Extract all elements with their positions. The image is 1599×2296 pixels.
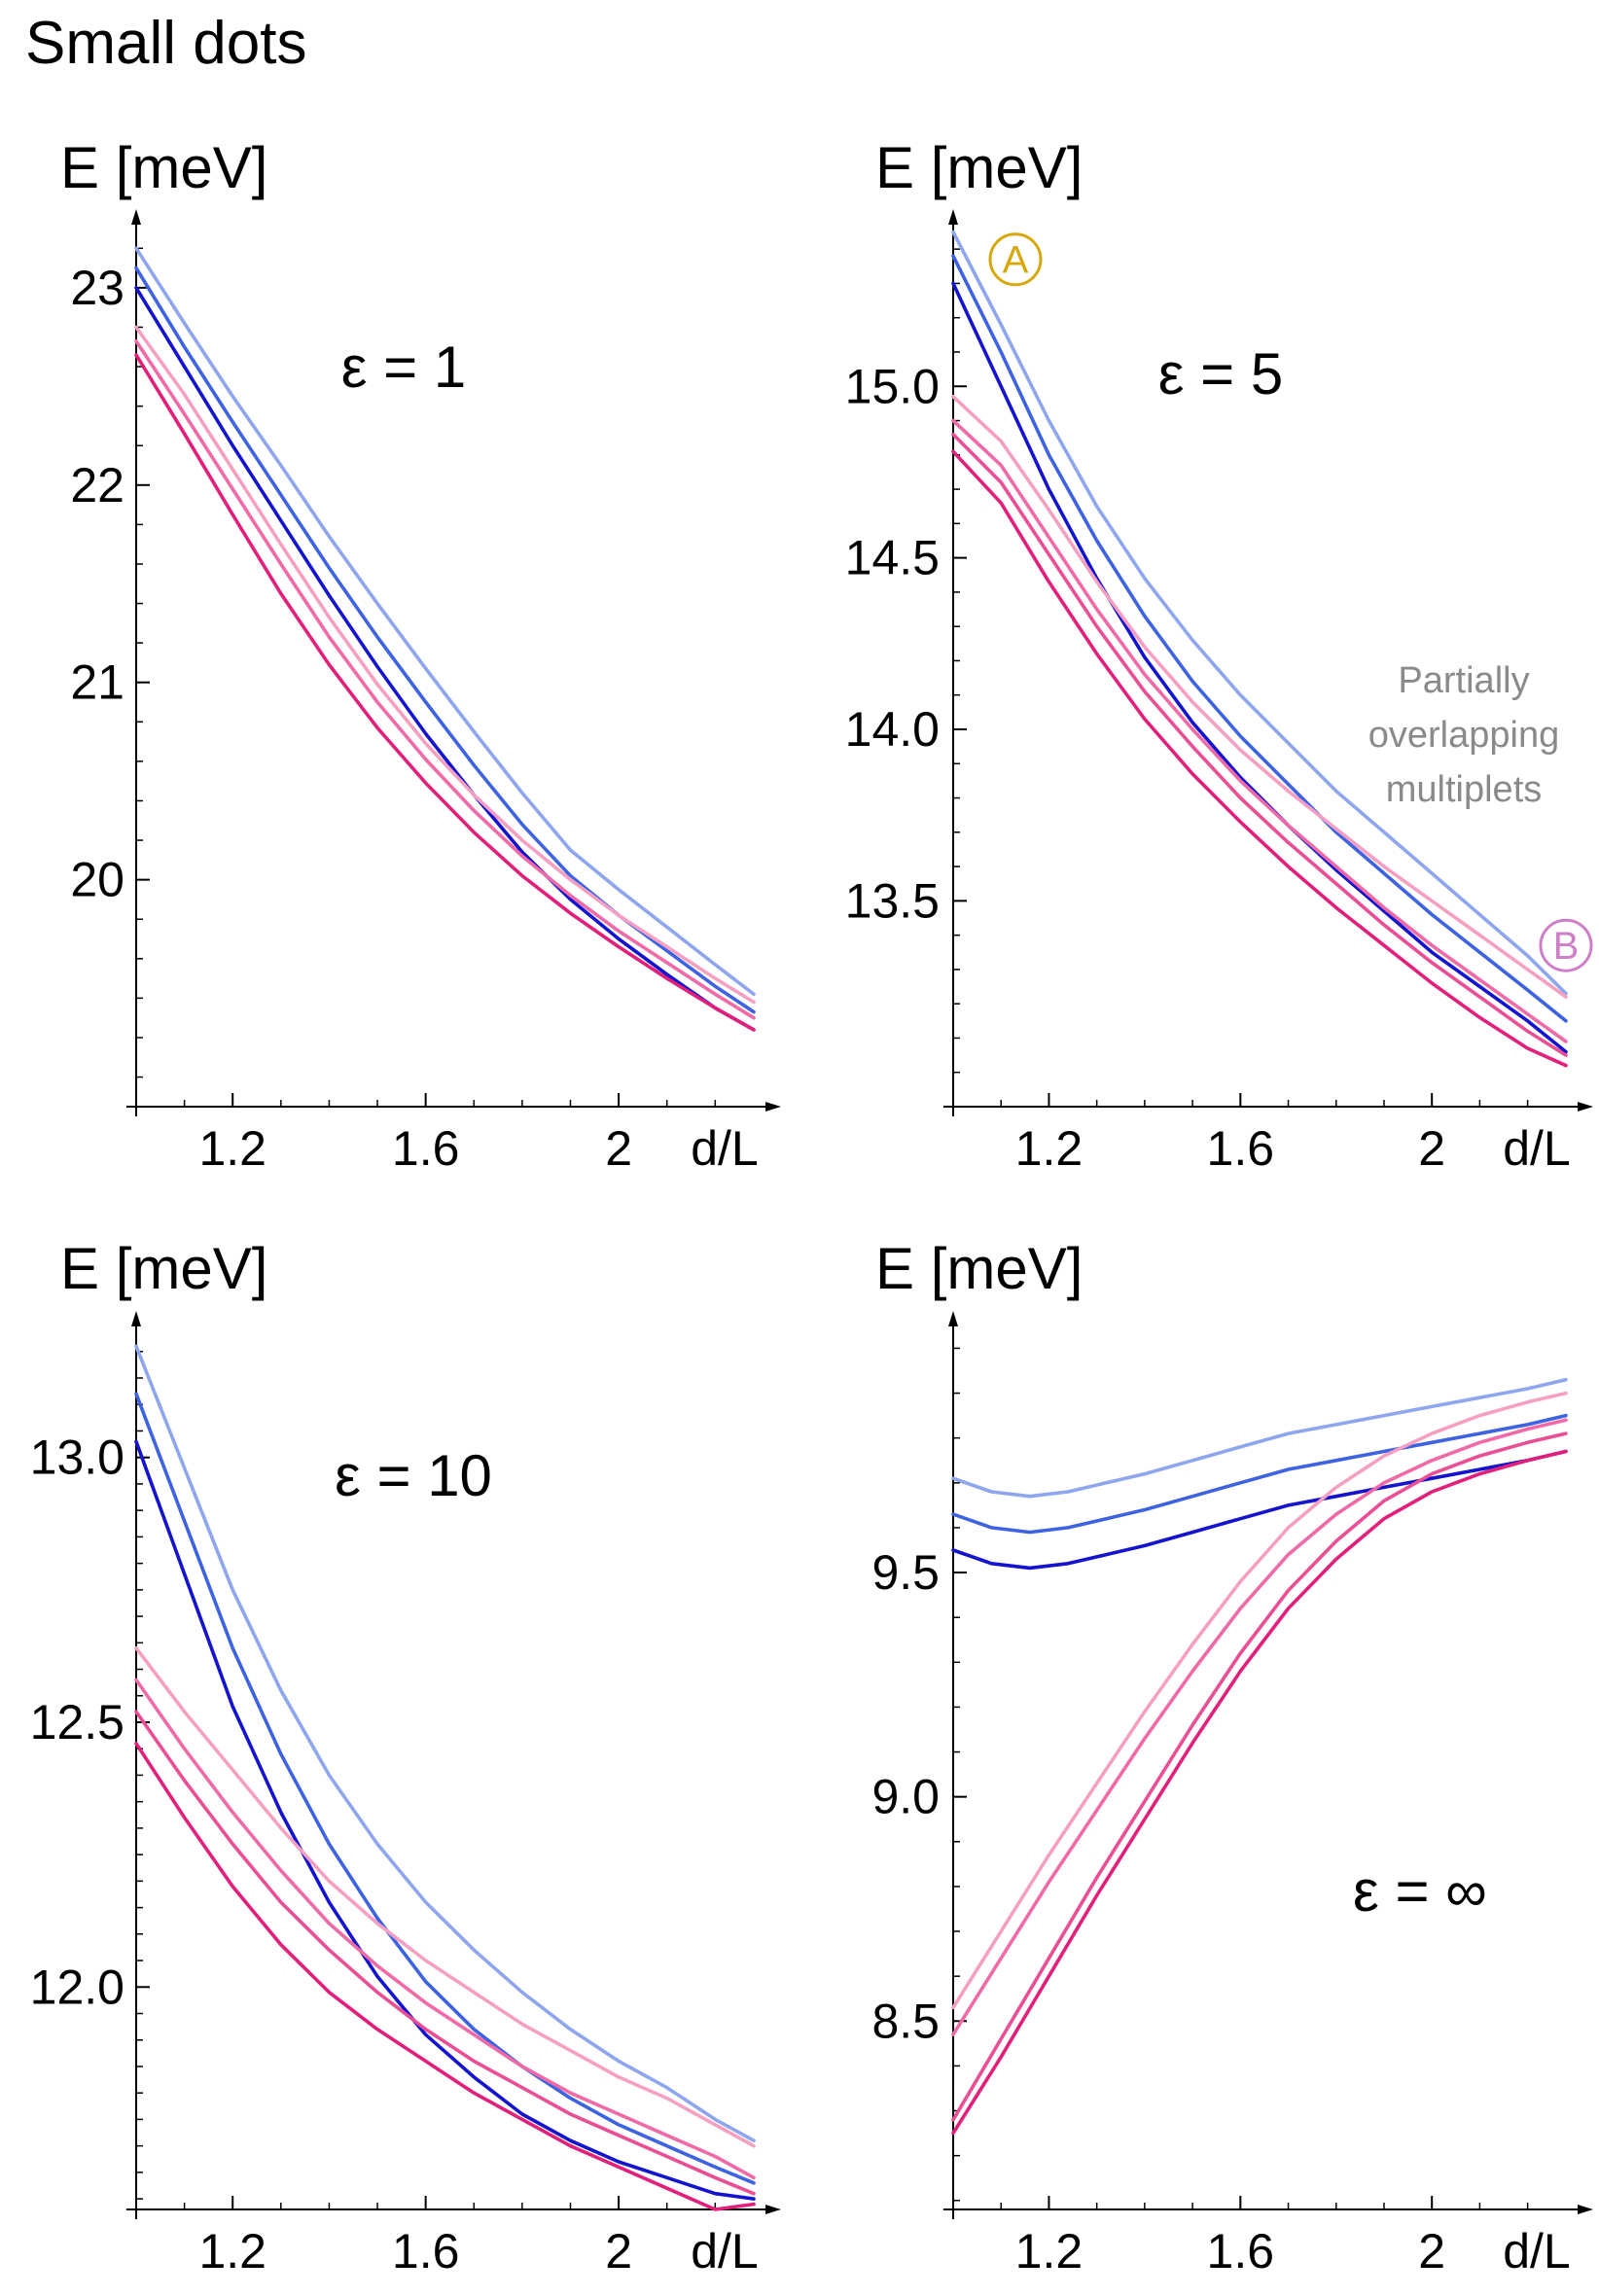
y-axis-arrow [131, 1311, 141, 1326]
series-line-blue-mid [951, 254, 1568, 1023]
figure-title: Small dots [25, 10, 306, 77]
x-tick-label: 2 [605, 2224, 632, 2278]
marker-B-circle [1539, 918, 1593, 972]
panel-epsinf: E [meV] 8.5 9.0 9.5 1.2 1.6 2 d/L ε = ∞ [871, 1236, 1593, 2278]
series-line-blue-mid [134, 1392, 756, 2185]
y-tick-label: 23 [70, 261, 124, 315]
y-axis-arrow [131, 209, 141, 225]
x-tick-label: 1.2 [198, 1121, 266, 1176]
series-line-pink-mid [134, 1678, 756, 2180]
series-line-blue-light [134, 246, 756, 997]
series-line-pink-dark [134, 1742, 756, 2211]
x-axis-label: d/L [1503, 2224, 1571, 2278]
x-axis-arrow [765, 2205, 781, 2214]
series-line-pink-mid-2 [951, 1431, 1568, 2122]
epsilon-label: ε = 5 [1158, 341, 1284, 406]
series-line-pink-dark [951, 1449, 1568, 2136]
x-axis-arrow [1578, 2205, 1593, 2214]
y-tick-label: 9.5 [871, 1545, 940, 1600]
epsilon-label: ε = 10 [335, 1443, 492, 1508]
y-axis-label: E [meV] [875, 135, 1083, 200]
x-axis-arrow [765, 1102, 781, 1112]
series-line-pink-light [134, 1645, 756, 2148]
x-tick-label: 1.6 [1207, 1121, 1275, 1176]
annotation-line: Partially [1398, 660, 1529, 701]
annotation-line: multiplets [1386, 769, 1543, 810]
panel-eps10: E [meV] 12.0 12.5 13.0 1.2 1.6 2 d/L ε = 10 [30, 1236, 781, 2278]
y-tick-label: 15.0 [845, 359, 940, 413]
series-line-blue-light [951, 1377, 1568, 1499]
series-line-blue-mid [134, 265, 756, 1014]
y-axis-label: E [meV] [60, 135, 267, 200]
series-line-blue-dark [134, 1439, 756, 2201]
y-tick-label: 22 [70, 458, 124, 512]
series-line-blue-light [951, 230, 1568, 996]
epsilon-label: ε = ∞ [1353, 1858, 1487, 1924]
series-line-blue-dark [951, 1449, 1568, 1571]
y-tick-label: 8.5 [871, 1994, 940, 2048]
series-line-blue-light [134, 1344, 756, 2142]
series-line-pink-light [951, 1391, 1568, 2010]
y-tick-label: 14.5 [845, 531, 940, 585]
series-line-pink-mid-2 [134, 1710, 756, 2196]
y-tick-label: 20 [70, 853, 124, 907]
series-line-pink-mid-2 [951, 432, 1568, 1057]
series-line-pink-dark [951, 449, 1568, 1068]
x-axis-arrow [1578, 1102, 1593, 1112]
series-line-pink-mid [134, 338, 756, 1020]
series-line-pink-dark [134, 353, 756, 1032]
series-line-pink-mid [951, 1418, 1568, 2036]
x-tick-label: 1.6 [392, 2224, 460, 2278]
x-axis-label: d/L [691, 1121, 759, 1176]
x-axis-label: d/L [691, 2224, 759, 2278]
y-axis-arrow [948, 1311, 958, 1326]
x-tick-label: 1.2 [198, 2224, 266, 2278]
panel-eps5: E [meV] 13.5 14.0 14.5 15.0 1.2 1.6 2 d/L ε = 5 A B… [845, 135, 1593, 1176]
x-tick-label: 1.6 [1207, 2224, 1275, 2278]
x-tick-label: 1.2 [1015, 1121, 1084, 1176]
y-axis-label: E [meV] [60, 1236, 267, 1301]
y-tick-label: 21 [70, 655, 124, 710]
series-line-blue-dark [134, 286, 756, 1032]
y-tick-label: 9.0 [871, 1770, 940, 1824]
series-line-pink-light [951, 395, 1568, 999]
panel-eps1: E [meV] 20 21 22 23 1.2 1.6 2 d/L ε = 1 [60, 135, 781, 1176]
y-tick-label: 12.0 [30, 1960, 124, 2014]
x-axis-label: d/L [1503, 1121, 1571, 1176]
series-line-pink-light [134, 325, 756, 1005]
y-tick-label: 14.0 [845, 702, 940, 757]
marker-B-label: B [1553, 925, 1580, 968]
x-tick-label: 1.6 [392, 1121, 460, 1176]
y-tick-label: 12.5 [30, 1695, 124, 1749]
annotation-line: overlapping [1368, 715, 1559, 756]
y-tick-label: 13.5 [845, 873, 940, 928]
marker-A-circle [988, 232, 1043, 287]
epsilon-label: ε = 1 [341, 335, 467, 400]
y-axis-arrow [948, 209, 958, 225]
series-line-blue-mid [951, 1413, 1568, 1535]
x-tick-label: 2 [1418, 1121, 1445, 1176]
x-tick-label: 1.2 [1015, 2224, 1084, 2278]
x-tick-label: 2 [605, 1121, 632, 1176]
series-line-pink-mid [951, 418, 1568, 1043]
y-tick-label: 13.0 [30, 1431, 124, 1485]
marker-A-label: A [1003, 239, 1029, 282]
x-tick-label: 2 [1418, 2224, 1445, 2278]
y-axis-label: E [meV] [875, 1236, 1083, 1301]
